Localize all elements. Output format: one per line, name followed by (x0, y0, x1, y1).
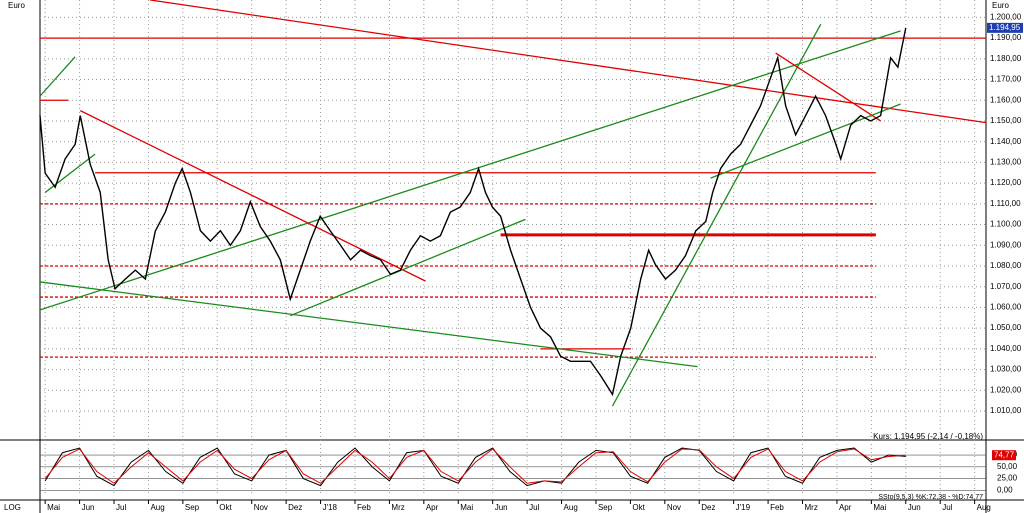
y-tick-label: 1.060,00 (990, 303, 1022, 312)
x-tick-label: Feb (357, 503, 371, 512)
trend-line (710, 103, 901, 179)
stochastic-text: SSto(9,5,3) %K:72,38 - %D:74,77 (878, 494, 983, 501)
y-tick-label: 1.190,00 (990, 33, 1022, 42)
price-tag-label: 1.194,95 (989, 23, 1021, 32)
x-tick-label: Aug (977, 503, 991, 512)
trend-line (39, 30, 901, 311)
x-tick-label: J'19 (736, 503, 751, 512)
quote-text: Kurs: 1.194,95 (-2,14 / -0,18%) (873, 432, 983, 441)
x-tick-label: Jul (116, 503, 126, 512)
y-tick-label: 1.170,00 (990, 75, 1022, 84)
trend-line (775, 52, 882, 122)
y-tick-label: 1.100,00 (990, 220, 1022, 229)
x-tick-label: Aug (564, 503, 578, 512)
trend-line (611, 23, 822, 407)
stoch-tag (992, 450, 1016, 461)
y-tick-label: 1.020,00 (990, 385, 1022, 394)
y-tick-label: 1.200,00 (990, 13, 1022, 22)
x-tick-label: Mai (47, 503, 60, 512)
x-tick-label: Jul (529, 503, 539, 512)
price-line (39, 27, 907, 397)
x-tick-label: Jun (82, 503, 95, 512)
x-tick-label: Nov (667, 503, 681, 512)
y-tick-label: 1.090,00 (990, 240, 1022, 249)
y-tick-label: 1.070,00 (990, 282, 1022, 291)
y-unit-left: Euro (8, 1, 25, 10)
x-tick-label: Sep (598, 503, 613, 512)
trend-line (150, 0, 987, 124)
trend-line (79, 110, 426, 282)
price-tag (987, 22, 1023, 33)
stoch-tick-label: 0,00 (997, 485, 1013, 494)
y-tick-label: 1.040,00 (990, 344, 1022, 353)
y-tick-label: 1.030,00 (990, 365, 1022, 374)
y-tick-label: 1.140,00 (990, 137, 1022, 146)
stoch-tag-label: 74,77 (994, 450, 1015, 459)
x-tick-label: Dez (701, 503, 715, 512)
y-tick-label: 1.080,00 (990, 261, 1022, 270)
x-tick-label: Mrz (805, 503, 818, 512)
x-tick-label: Jun (495, 503, 508, 512)
x-tick-label: Jul (942, 503, 952, 512)
y-tick-label: 1.010,00 (990, 406, 1022, 415)
stoch-tick-label: 50,00 (997, 462, 1018, 471)
scale-label: LOG (4, 503, 21, 512)
x-tick-label: Feb (770, 503, 784, 512)
x-tick-label: Apr (426, 503, 439, 512)
y-tick-label: 1.160,00 (990, 95, 1022, 104)
x-tick-label: Mai (873, 503, 886, 512)
x-tick-label: Aug (150, 503, 164, 512)
x-tick-label: Jun (908, 503, 921, 512)
y-unit-right: Euro (992, 1, 1009, 10)
y-tick-label: 1.180,00 (990, 54, 1022, 63)
x-tick-label: Dez (288, 503, 302, 512)
x-tick-label: J'18 (323, 503, 338, 512)
x-tick-label: Mrz (391, 503, 404, 512)
y-tick-label: 1.050,00 (990, 323, 1022, 332)
trend-line (39, 281, 698, 368)
y-tick-label: 1.130,00 (990, 158, 1022, 167)
stoch-tick-label: 25,00 (997, 474, 1018, 483)
y-tick-label: 1.110,00 (990, 199, 1021, 208)
x-tick-label: Nov (254, 503, 268, 512)
trend-line (290, 218, 526, 317)
stoch-line (44, 448, 906, 484)
x-tick-label: Okt (632, 503, 645, 512)
x-tick-label: Mai (460, 503, 473, 512)
y-tick-label: 1.150,00 (990, 116, 1022, 125)
trend-line (39, 56, 76, 97)
x-tick-label: Apr (839, 503, 852, 512)
y-tick-label: 1.120,00 (990, 178, 1022, 187)
x-tick-label: Sep (185, 503, 200, 512)
x-tick-label: Okt (219, 503, 232, 512)
